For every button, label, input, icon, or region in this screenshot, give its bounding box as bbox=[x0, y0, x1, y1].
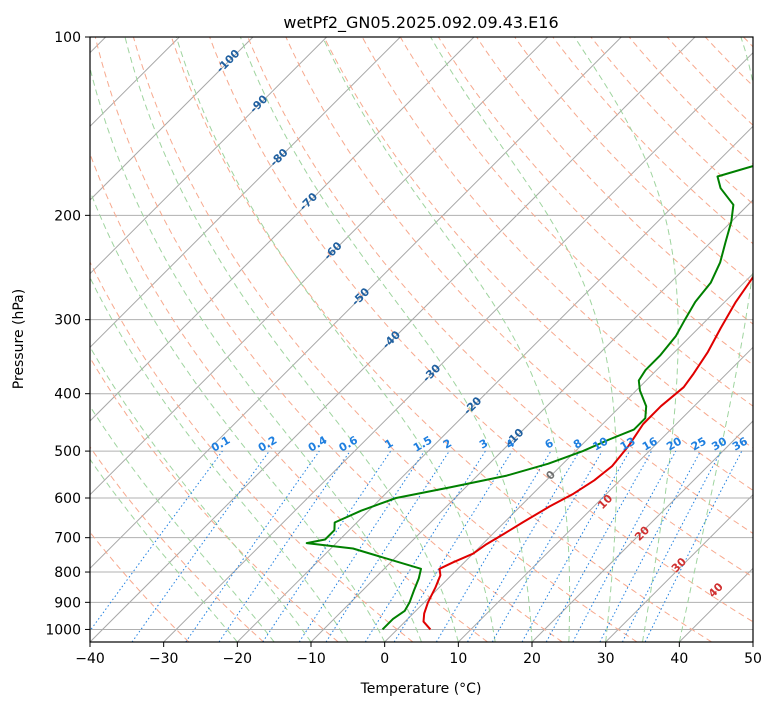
dry-adiabat-line bbox=[285, 37, 753, 535]
dry-adiabat-label: 20 bbox=[632, 523, 652, 543]
mixing-ratio-line bbox=[393, 450, 513, 642]
moist-adiabat-line bbox=[430, 37, 617, 642]
moist-adiabat-line bbox=[90, 276, 349, 642]
dry-adiabat-line bbox=[247, 37, 753, 578]
y-tick-label: 200 bbox=[54, 208, 81, 224]
dry-adiabat-line bbox=[209, 37, 753, 623]
dry-adiabat-line bbox=[90, 152, 488, 642]
dry-adiabat-line bbox=[590, 37, 753, 205]
isotherm-line bbox=[605, 493, 753, 642]
isotherm-line bbox=[90, 37, 254, 201]
moist-adiabat-line bbox=[574, 37, 679, 642]
isotherm-line bbox=[457, 346, 753, 642]
dewpoint-line bbox=[305, 165, 753, 631]
dry-adiabat-line bbox=[90, 260, 414, 642]
x-axis-label: Temperature (°C) bbox=[360, 681, 482, 697]
mixing-ratio-line bbox=[325, 450, 450, 642]
isotherm-line bbox=[90, 37, 401, 349]
mixing-ratio-line bbox=[185, 450, 320, 642]
dry-adiabat-line bbox=[90, 531, 190, 642]
chart-title: wetPf2_GN05.2025.092.09.43.E16 bbox=[283, 13, 558, 33]
mixing-ratio-line bbox=[364, 450, 486, 642]
mixing-ratio-line bbox=[521, 450, 630, 642]
isotherm-line bbox=[90, 37, 622, 570]
dry-adiabat-line bbox=[132, 37, 638, 642]
moist-adiabat-line bbox=[124, 37, 459, 642]
x-tick-label: −10 bbox=[296, 651, 326, 667]
dry-adiabat-line bbox=[743, 37, 753, 48]
temperature-line bbox=[422, 275, 753, 631]
dry-adiabat-line bbox=[704, 37, 753, 87]
x-tick-label: 40 bbox=[670, 651, 688, 667]
dry-adiabat-line bbox=[514, 37, 753, 285]
background-lines bbox=[90, 37, 753, 642]
moist-adiabat-line bbox=[175, 37, 496, 642]
dry-adiabat-label: 40 bbox=[706, 580, 726, 600]
x-tick-label: 20 bbox=[523, 651, 541, 667]
line-labels: 0.1 0.2 0.4 0.6 1 1.5 2 3 4 6 8 10 13 16 20 25 30 36-100-… bbox=[209, 47, 750, 601]
isotherm-line bbox=[310, 199, 753, 642]
moist-adiabat-line bbox=[239, 37, 533, 642]
y-tick-label: 900 bbox=[54, 595, 81, 611]
isotherm-line bbox=[163, 51, 753, 642]
x-tick-label: 0 bbox=[380, 651, 389, 667]
mixing-ratio-line bbox=[572, 450, 677, 642]
isotherm-line bbox=[90, 37, 475, 422]
y-tick-label: 400 bbox=[54, 387, 81, 403]
dry-adiabat-line bbox=[90, 446, 264, 642]
mixing-ratio-line bbox=[545, 450, 653, 642]
mixing-ratio-line bbox=[262, 450, 392, 642]
moist-adiabat-line bbox=[90, 458, 238, 642]
isotherm-line bbox=[752, 641, 753, 642]
y-tick-label: 800 bbox=[54, 565, 81, 581]
x-tick-label: 10 bbox=[449, 651, 467, 667]
isotherm-line bbox=[90, 37, 549, 496]
moist-adiabat-line bbox=[322, 37, 571, 642]
dry-adiabat-line bbox=[171, 37, 712, 642]
y-axis-label: Pressure (hPa) bbox=[11, 289, 27, 389]
dry-adiabat-line bbox=[476, 37, 753, 325]
moist-adiabat-line bbox=[90, 189, 386, 642]
mixing-ratio-line bbox=[298, 450, 425, 642]
moist-adiabat-line bbox=[678, 37, 753, 642]
x-tick-label: −40 bbox=[75, 651, 105, 667]
mixing-ratio-label: 2 bbox=[441, 437, 454, 452]
isotherm-line bbox=[384, 272, 753, 642]
y-tick-label: 700 bbox=[54, 531, 81, 547]
mixing-ratio-line bbox=[644, 450, 743, 642]
moist-adiabat-line bbox=[90, 405, 275, 642]
axis-ticks: −40 −30 −20 −10 0 10 20 30 40 50 100 200 300 400 500 60… bbox=[45, 30, 762, 667]
y-tick-label: 500 bbox=[54, 444, 81, 460]
dry-adiabat-line bbox=[90, 356, 339, 642]
isotherm-line bbox=[90, 37, 328, 275]
y-tick-label: 300 bbox=[54, 313, 81, 329]
mixing-ratio-line bbox=[90, 450, 223, 632]
mixing-ratio-line bbox=[599, 450, 701, 642]
moist-adiabat-line bbox=[90, 65, 422, 642]
isotherm-line bbox=[236, 125, 753, 642]
y-tick-label: 100 bbox=[54, 30, 81, 46]
dry-adiabat-label: 10 bbox=[595, 492, 615, 512]
plot-frame bbox=[89, 36, 754, 643]
x-tick-label: −30 bbox=[149, 651, 179, 667]
mixing-ratio-line bbox=[131, 450, 270, 642]
mixing-ratio-line bbox=[435, 450, 552, 642]
y-tick-label: 1000 bbox=[45, 622, 81, 638]
dry-adiabat-line bbox=[94, 37, 563, 642]
profile-series bbox=[305, 165, 753, 631]
mixing-ratio-label: 6 bbox=[543, 436, 556, 451]
x-tick-label: 50 bbox=[744, 651, 762, 667]
y-tick-label: 600 bbox=[54, 491, 81, 507]
isotherm-line bbox=[678, 567, 753, 642]
dry-adiabat-line bbox=[323, 37, 753, 491]
x-tick-label: −20 bbox=[223, 651, 253, 667]
moist-adiabat-line bbox=[90, 345, 312, 642]
x-tick-label: 30 bbox=[597, 651, 615, 667]
dry-adiabat-line bbox=[666, 37, 753, 126]
isotherm-line bbox=[531, 420, 753, 642]
mixing-ratio-line bbox=[218, 450, 351, 642]
dry-adiabat-line bbox=[552, 37, 753, 245]
